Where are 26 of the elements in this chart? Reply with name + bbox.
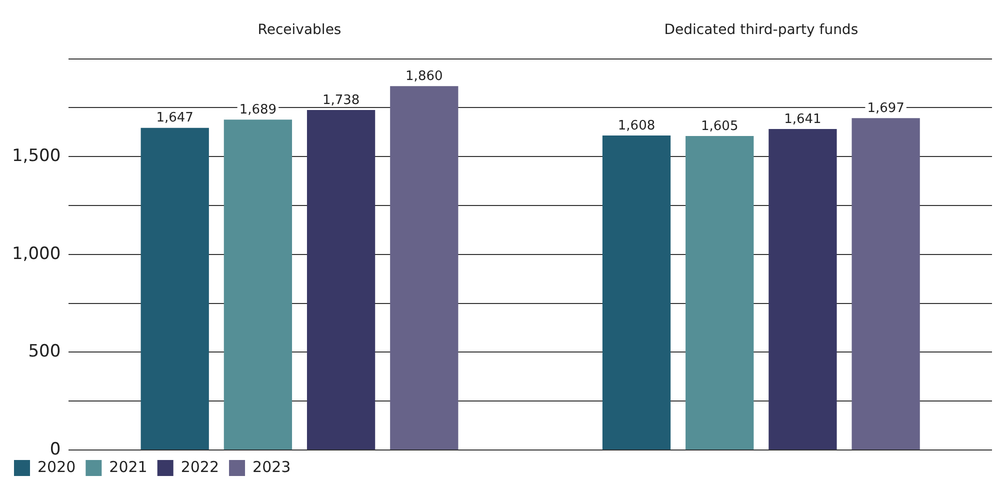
data-label: 1,647 bbox=[156, 110, 194, 126]
legend-label: 2023 bbox=[252, 458, 291, 476]
bar bbox=[686, 136, 754, 450]
data-label: 1,608 bbox=[618, 118, 656, 134]
bar bbox=[390, 86, 458, 450]
bar bbox=[602, 135, 671, 450]
bar bbox=[224, 120, 292, 450]
y-tick-label: 500 bbox=[28, 342, 61, 362]
y-tick-label: 0 bbox=[50, 439, 61, 460]
legend-label: 2020 bbox=[38, 458, 76, 476]
y-tick-label: 1,500 bbox=[12, 146, 61, 166]
data-label: 1,738 bbox=[322, 92, 360, 108]
data-label: 1,860 bbox=[406, 69, 443, 84]
data-label: 1,689 bbox=[239, 102, 277, 118]
data-label: 1,641 bbox=[784, 112, 822, 127]
bar bbox=[852, 118, 920, 450]
x-tick-label: Dedicated third-party funds bbox=[664, 22, 858, 38]
data-label: 1,697 bbox=[867, 100, 904, 116]
bar bbox=[768, 129, 837, 450]
legend-label: 2022 bbox=[180, 458, 220, 476]
data-label: 1,605 bbox=[701, 118, 738, 134]
bar bbox=[306, 110, 376, 450]
legend-label: 2021 bbox=[109, 458, 148, 476]
y-tick-label: 1,000 bbox=[12, 244, 61, 264]
x-tick-label: Receivables bbox=[258, 22, 342, 38]
bar bbox=[140, 128, 209, 450]
